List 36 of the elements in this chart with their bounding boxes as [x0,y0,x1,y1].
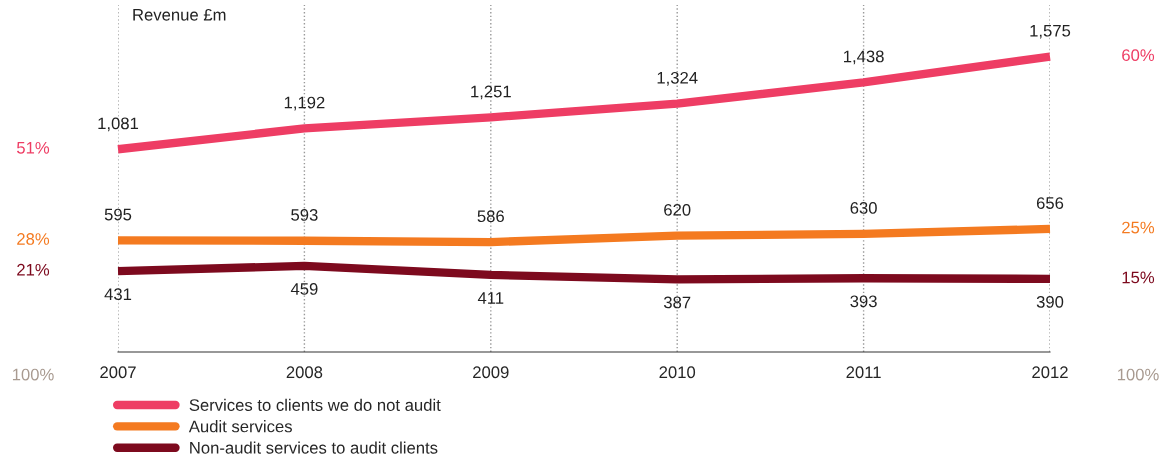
x-tick-label: 2012 [1032,366,1068,379]
text: 60% [1122,49,1155,62]
data-label: 431 [104,288,132,301]
x-tick-label: 2010 [659,366,696,379]
data-label: 1,081 [98,117,139,132]
text: 28% [17,233,50,245]
data-label: 1,324 [657,71,698,86]
text: 21% [17,263,50,276]
data-label: 620 [664,203,691,216]
y-axis-title: Revenue £m [133,8,226,21]
text: 100% [1117,368,1159,381]
text: 100% [12,368,54,381]
data-label: 656 [1036,197,1064,209]
text: 51% [16,141,50,154]
data-label: 390 [1036,295,1064,308]
data-label: 595 [104,208,132,221]
data-label: 393 [850,295,877,308]
data-label: 586 [477,210,504,223]
data-label: 1,251 [471,85,511,100]
legend-label: Audit services [188,420,292,433]
data-label: 411 [477,292,504,304]
x-tick-label: 2008 [286,366,323,379]
x-tick-label: 2007 [100,366,136,379]
data-label: 387 [663,296,691,309]
data-label: 459 [290,283,318,295]
x-tick-label: 2009 [473,366,509,379]
data-label: 1,192 [284,96,325,111]
text: 15% [1122,271,1155,284]
data-label: 593 [291,209,318,221]
legend-label: Services to clients we do not audit [189,398,441,411]
data-label: 1,438 [844,50,884,65]
text: 25% [1122,221,1155,234]
x-tick-label: 2011 [846,366,881,379]
data-label: 630 [850,202,877,214]
data-label: 1,575 [1030,24,1071,39]
legend-label: Non-audit services to audit clients [190,441,438,454]
